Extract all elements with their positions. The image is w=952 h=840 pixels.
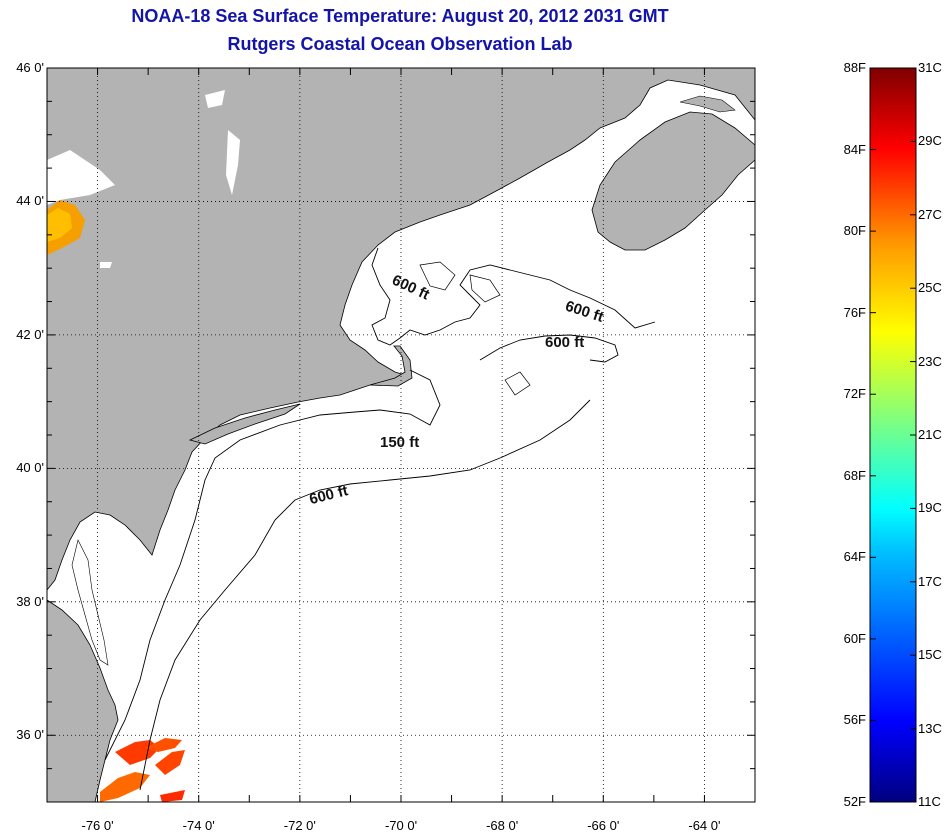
lat-label: 40 0' — [16, 460, 44, 476]
sst-patch-south-4 — [145, 738, 182, 752]
lat-label: 36 0' — [16, 727, 44, 743]
colorbar-f-label: 72F — [843, 386, 866, 402]
colorbar — [869, 67, 917, 803]
lake-champlain — [226, 130, 240, 195]
colorbar-f-label: 68F — [843, 467, 866, 483]
mainland-land — [47, 68, 755, 591]
lake-small-2 — [100, 262, 112, 268]
contour-600ft-gulf — [371, 247, 656, 346]
colorbar-f-label: 64F — [843, 549, 866, 565]
colorbar-c-label: 17C — [918, 573, 942, 589]
colorbar-c-label: 21C — [918, 427, 942, 442]
lat-label: 44 0' — [16, 193, 44, 209]
contour-label-150: 150 ft — [380, 434, 419, 451]
colorbar-c-label: 25C — [918, 280, 942, 296]
lake-ontario-region — [47, 150, 115, 205]
colorbar-c-label: 31C — [918, 60, 942, 75]
colorbar-f-label: 76F — [843, 304, 866, 320]
lon-label: -76 0' — [81, 818, 114, 833]
cape-cod — [369, 345, 413, 387]
colorbar-c-label: 23C — [918, 353, 942, 369]
map-subtitle: Rutgers Coastal Ocean Observation Lab — [227, 34, 573, 54]
colorbar-c-label: 11C — [918, 794, 941, 809]
map-title: NOAA-18 Sea Surface Temperature: August … — [131, 6, 669, 26]
colorbar-c-label: 29C — [918, 133, 942, 149]
colorbar-f-label: 80F — [843, 223, 866, 239]
lat-label: 38 0' — [16, 593, 44, 609]
southern-coast-land — [47, 599, 119, 802]
contour-600ft-georges — [479, 334, 619, 363]
lat-label: 46 0' — [16, 60, 44, 75]
lon-label: -66 0' — [587, 818, 620, 833]
sst-patch-north-core — [47, 208, 72, 242]
contour-600ft-shelf — [139, 399, 591, 791]
lon-label: -70 0' — [384, 818, 418, 833]
axis-ticks — [46, 67, 756, 803]
colorbar-f-label: 52F — [843, 794, 866, 809]
colorbar-c-label: 13C — [918, 720, 942, 736]
nova-scotia — [591, 111, 755, 251]
colorbar-f-label: 56F — [843, 712, 866, 728]
contour-150ft — [104, 369, 441, 761]
pei-island — [679, 95, 736, 113]
lake-small-1 — [205, 90, 225, 108]
lon-label: -64 0' — [688, 818, 721, 833]
colorbar-c-label: 19C — [918, 500, 942, 516]
lon-label: -72 0' — [283, 818, 316, 833]
lat-label: 42 0' — [16, 326, 44, 342]
lon-label: -74 0' — [182, 818, 215, 833]
contour-basin — [419, 261, 531, 396]
sst-patch-south-2 — [100, 772, 150, 802]
colorbar-f-label: 84F — [843, 141, 866, 157]
long-island — [188, 403, 301, 445]
sst-patch-south-5 — [160, 790, 185, 802]
colorbar-ticks — [870, 67, 916, 803]
sst-patch-south-3 — [155, 750, 185, 775]
chesapeake-bay — [71, 539, 109, 666]
lon-label: -68 0' — [486, 818, 519, 833]
colorbar-f-label: 60F — [843, 630, 866, 646]
colorbar-c-label: 15C — [918, 647, 942, 663]
colorbar-f-label: 88F — [843, 60, 866, 75]
contour-label-600-georges: 600 ft — [545, 334, 584, 351]
colorbar-c-label: 27C — [918, 206, 942, 222]
